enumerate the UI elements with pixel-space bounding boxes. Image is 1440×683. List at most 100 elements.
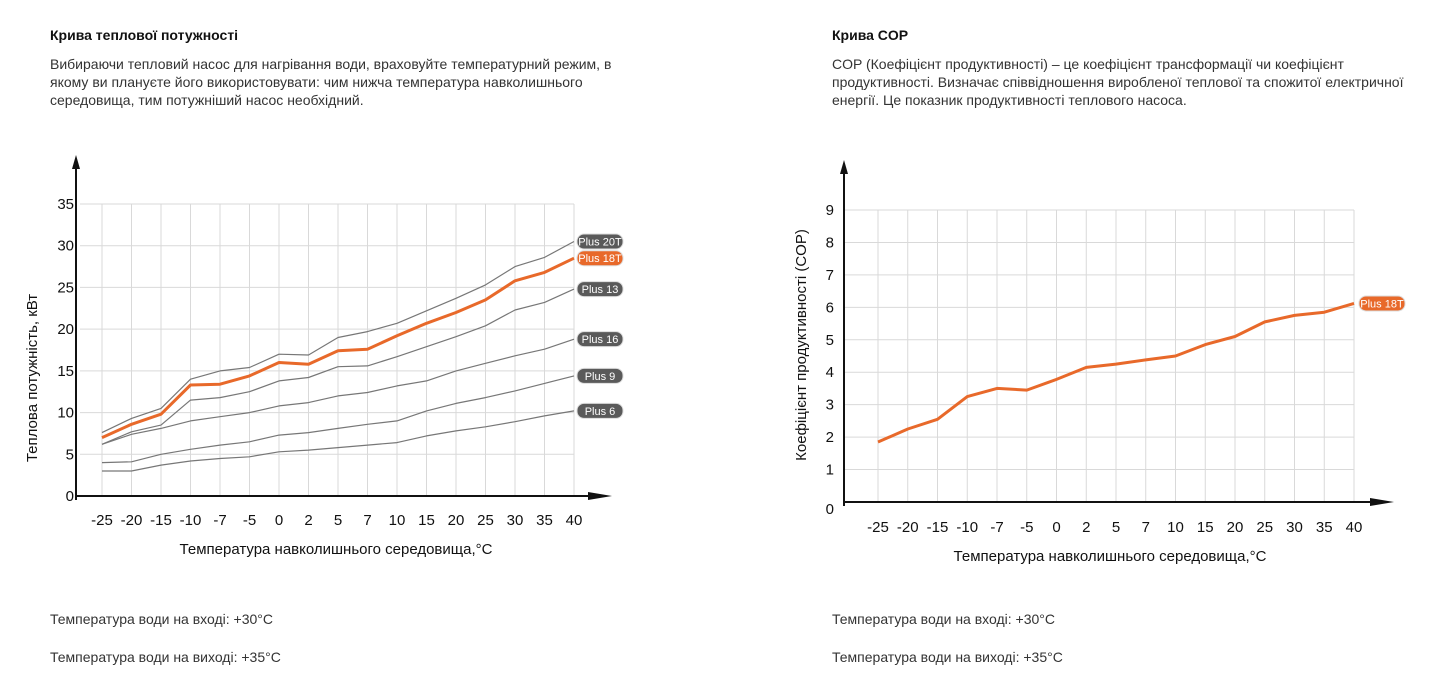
x-tick-label: 30 bbox=[507, 512, 524, 529]
x-tick-label: 15 bbox=[1197, 519, 1214, 536]
x-tick-label: -5 bbox=[243, 512, 256, 529]
series-label-plus-9: Plus 9 bbox=[576, 367, 624, 384]
outlet-temperature-note: Температура води на виході: +35°C bbox=[832, 649, 1063, 665]
y-axis-arrow-icon bbox=[72, 155, 80, 169]
series-line-plus-9 bbox=[101, 375, 575, 464]
x-tick-label: 5 bbox=[1112, 519, 1120, 536]
series-line-plus-18t bbox=[101, 256, 575, 439]
y-axis-title: Коефіцієнт продуктивності (COP) bbox=[793, 229, 810, 461]
outlet-temperature-note: Температура води на виході: +35°C bbox=[50, 649, 281, 665]
x-tick-label: 30 bbox=[1286, 519, 1303, 536]
x-tick-label: 25 bbox=[477, 512, 494, 529]
cop-curve-panel: Крива COP COP (Коефіцієнт продуктивності… bbox=[793, 0, 1440, 683]
cop-curve-description: COP (Коефіцієнт продуктивності) – це кое… bbox=[832, 56, 1404, 108]
series-label-plus-16: Plus 16 bbox=[576, 331, 624, 348]
x-tick-label: -7 bbox=[213, 512, 226, 529]
inlet-temperature-note: Температура води на вході: +30°C bbox=[50, 611, 274, 627]
x-axis-title: Температура навколишнього середовища,°C bbox=[954, 548, 1267, 565]
series-badge-text: Plus 6 bbox=[585, 406, 616, 418]
series-badge bbox=[576, 331, 624, 348]
series-label-plus-6: Plus 6 bbox=[576, 402, 624, 419]
y-tick-label: 1 bbox=[826, 462, 834, 479]
series-badge bbox=[1358, 295, 1406, 312]
power-curve-title: Крива теплової потужності bbox=[50, 27, 239, 43]
y-tick-label: 30 bbox=[57, 238, 74, 255]
y-tick-label: 0 bbox=[826, 501, 834, 518]
y-tick-label: 9 bbox=[826, 202, 834, 219]
series-badge-text: Plus 20T bbox=[578, 237, 622, 249]
series-label-plus-18t: Plus 18T bbox=[1358, 295, 1406, 312]
y-tick-label: 6 bbox=[826, 299, 834, 316]
x-tick-label: 0 bbox=[1052, 519, 1060, 536]
power-curve-panel: Крива теплової потужності Вибираючи тепл… bbox=[24, 0, 670, 683]
x-tick-label: 7 bbox=[363, 512, 371, 529]
series-badge bbox=[576, 250, 624, 267]
x-tick-label: -10 bbox=[180, 512, 202, 529]
series-line-plus-16 bbox=[101, 338, 575, 445]
series-line-plus-6 bbox=[102, 410, 575, 472]
series-label-plus-18t: Plus 18T bbox=[576, 250, 624, 267]
y-axis-title: Теплова потужність, кВт bbox=[24, 294, 41, 462]
series-badge bbox=[576, 233, 624, 250]
series-badge bbox=[576, 367, 624, 384]
x-tick-label: 10 bbox=[389, 512, 406, 529]
y-axis-arrow-icon bbox=[840, 160, 848, 174]
x-tick-label: 40 bbox=[566, 512, 583, 529]
x-tick-label: 35 bbox=[1316, 519, 1333, 536]
x-tick-label: -20 bbox=[897, 519, 919, 536]
series-label-plus-13: Plus 13 bbox=[576, 281, 624, 298]
x-tick-label: -15 bbox=[927, 519, 949, 536]
power-curve-description: Вибираючи тепловий насос для нагрівання … bbox=[50, 56, 612, 108]
x-tick-label: 5 bbox=[334, 512, 342, 529]
y-tick-label: 4 bbox=[826, 364, 834, 381]
x-tick-label: -7 bbox=[990, 519, 1003, 536]
series-badge-text: Plus 16 bbox=[582, 334, 619, 346]
y-tick-label: 7 bbox=[826, 267, 834, 284]
inlet-temperature-note: Температура води на вході: +30°C bbox=[832, 611, 1056, 627]
series-badge-text: Plus 13 bbox=[582, 284, 619, 296]
x-tick-label: 25 bbox=[1256, 519, 1273, 536]
y-tick-label: 8 bbox=[826, 234, 834, 251]
y-tick-label: 25 bbox=[57, 279, 74, 296]
y-tick-label: 0 bbox=[66, 488, 74, 505]
cop-curve-title: Крива COP bbox=[832, 27, 909, 43]
series-badge-text: Plus 9 bbox=[585, 371, 616, 383]
x-tick-label: -10 bbox=[956, 519, 978, 536]
x-tick-label: -20 bbox=[121, 512, 143, 529]
y-tick-label: 35 bbox=[57, 196, 74, 213]
x-tick-label: -15 bbox=[150, 512, 172, 529]
series-line-plus-18t bbox=[877, 301, 1355, 444]
x-axis-arrow-icon bbox=[588, 492, 612, 500]
x-tick-label: 35 bbox=[536, 512, 553, 529]
x-tick-label: 10 bbox=[1167, 519, 1184, 536]
series-label-plus-20t: Plus 20T bbox=[576, 233, 624, 250]
series-line-plus-20t bbox=[101, 240, 575, 434]
x-tick-label: 7 bbox=[1142, 519, 1150, 536]
x-tick-label: 20 bbox=[448, 512, 465, 529]
x-tick-label: 2 bbox=[1082, 519, 1090, 536]
x-tick-label: -5 bbox=[1020, 519, 1033, 536]
x-tick-label: -25 bbox=[867, 519, 889, 536]
y-tick-label: 2 bbox=[826, 429, 834, 446]
y-tick-label: 5 bbox=[826, 332, 834, 349]
series-badge bbox=[576, 402, 624, 419]
y-tick-label: 3 bbox=[826, 397, 834, 414]
x-tick-label: 20 bbox=[1227, 519, 1244, 536]
series-badge-text: Plus 18T bbox=[578, 253, 622, 265]
y-tick-label: 20 bbox=[57, 321, 74, 338]
series-line-plus-13 bbox=[101, 288, 575, 445]
series-badge bbox=[576, 281, 624, 298]
x-tick-label: 0 bbox=[275, 512, 283, 529]
series-badge-text: Plus 18T bbox=[1360, 298, 1404, 310]
y-tick-label: 15 bbox=[57, 363, 74, 380]
x-axis-arrow-icon bbox=[1370, 498, 1394, 506]
x-tick-label: 40 bbox=[1346, 519, 1363, 536]
y-tick-label: 5 bbox=[66, 446, 74, 463]
x-tick-label: -25 bbox=[91, 512, 113, 529]
y-tick-label: 10 bbox=[57, 405, 74, 422]
x-axis-title: Температура навколишнього середовища,°C bbox=[180, 541, 493, 558]
x-tick-label: 2 bbox=[304, 512, 312, 529]
x-tick-label: 15 bbox=[418, 512, 435, 529]
